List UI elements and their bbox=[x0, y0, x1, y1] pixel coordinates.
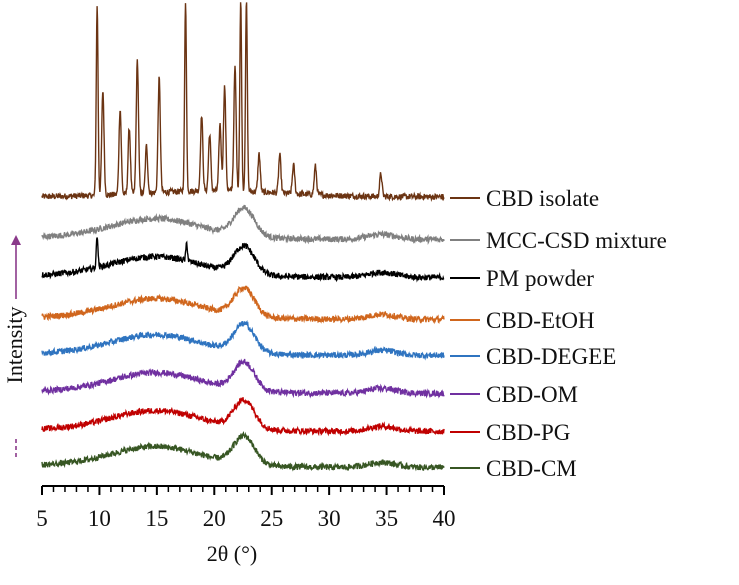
trace-group bbox=[41, 2, 445, 472]
legend-label-7: CBD-CM bbox=[486, 456, 577, 481]
y-axis-label: Intensity bbox=[2, 307, 27, 384]
legend-label-5: CBD-OM bbox=[486, 382, 578, 407]
y-axis-label-group: Intensity bbox=[2, 235, 27, 457]
x-axis: 5 10 15 20 25 30 35 40 bbox=[36, 485, 456, 531]
legend-label-3: CBD-EtOH bbox=[486, 308, 595, 333]
series-trace-3 bbox=[41, 285, 445, 325]
series-trace-1 bbox=[41, 204, 445, 246]
y-axis-arrow-head bbox=[11, 235, 21, 245]
series-trace-0 bbox=[41, 2, 445, 203]
x-tick-label: 10 bbox=[88, 506, 111, 531]
x-tick-label: 40 bbox=[433, 506, 456, 531]
series-trace-2 bbox=[41, 237, 445, 283]
series-trace-5 bbox=[41, 358, 445, 399]
legend: CBD isolate MCC-CSD mixture PM powder CBD-E… bbox=[450, 186, 667, 481]
legend-label-1: MCC-CSD mixture bbox=[486, 228, 667, 253]
legend-label-2: PM powder bbox=[486, 266, 594, 291]
series-trace-6 bbox=[41, 397, 445, 437]
legend-label-0: CBD isolate bbox=[486, 186, 599, 211]
x-tick-label: 5 bbox=[36, 506, 48, 531]
x-tick-label: 20 bbox=[203, 506, 226, 531]
x-tick-label: 25 bbox=[260, 506, 283, 531]
x-tick-label: 15 bbox=[145, 506, 168, 531]
legend-label-4: CBD-DEGEE bbox=[486, 344, 616, 369]
series-trace-4 bbox=[41, 319, 445, 361]
x-tick-label: 30 bbox=[318, 506, 341, 531]
x-axis-label: 2θ (°) bbox=[207, 541, 258, 566]
x-tick-label: 35 bbox=[375, 506, 398, 531]
legend-label-6: CBD-PG bbox=[486, 420, 570, 445]
series-trace-7 bbox=[41, 430, 445, 472]
